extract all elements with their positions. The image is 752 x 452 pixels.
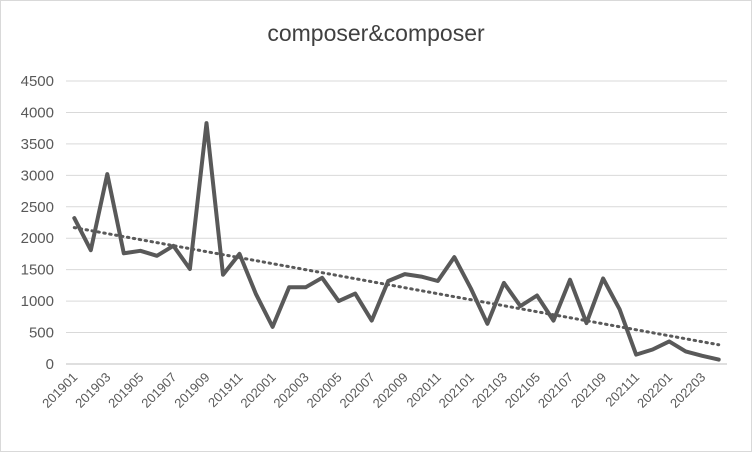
x-tick-label: 202201 <box>634 370 675 411</box>
x-tick-label: 201903 <box>72 370 113 411</box>
x-tick-label: 202001 <box>237 370 278 411</box>
x-tick-label: 202101 <box>436 370 477 411</box>
x-tick-label: 201907 <box>138 370 179 411</box>
x-tick-label: 202109 <box>568 370 609 411</box>
x-tick-label: 202105 <box>502 370 543 411</box>
x-tick-label: 201905 <box>105 370 146 411</box>
y-tick-label: 2000 <box>21 230 54 247</box>
x-tick-label: 202203 <box>667 370 708 411</box>
x-tick-label: 202003 <box>270 370 311 411</box>
x-tick-label: 201901 <box>39 370 80 411</box>
chart-title: composer&composer <box>267 20 485 46</box>
x-tick-label: 202107 <box>535 370 576 411</box>
series-line <box>72 121 721 362</box>
y-tick-label: 4500 <box>21 73 54 90</box>
x-tick-label: 202005 <box>303 370 344 411</box>
x-tick-label: 202103 <box>469 370 510 411</box>
y-tick-label: 1000 <box>21 293 54 310</box>
y-tick-label: 3500 <box>21 136 54 153</box>
trendline <box>72 226 721 347</box>
y-tick-label: 0 <box>46 356 54 373</box>
y-tick-label: 3000 <box>21 167 54 184</box>
y-tick-label: 500 <box>29 325 54 342</box>
x-tick-label: 201909 <box>171 370 212 411</box>
y-tick-label: 1500 <box>21 262 54 279</box>
x-tick-label: 202011 <box>403 370 444 411</box>
y-tick-label: 4000 <box>21 104 54 121</box>
y-tick-label: 2500 <box>21 199 54 216</box>
x-tick-label: 202007 <box>337 370 378 411</box>
x-tick-label: 201911 <box>205 370 246 411</box>
x-tick-label: 202009 <box>370 370 411 411</box>
